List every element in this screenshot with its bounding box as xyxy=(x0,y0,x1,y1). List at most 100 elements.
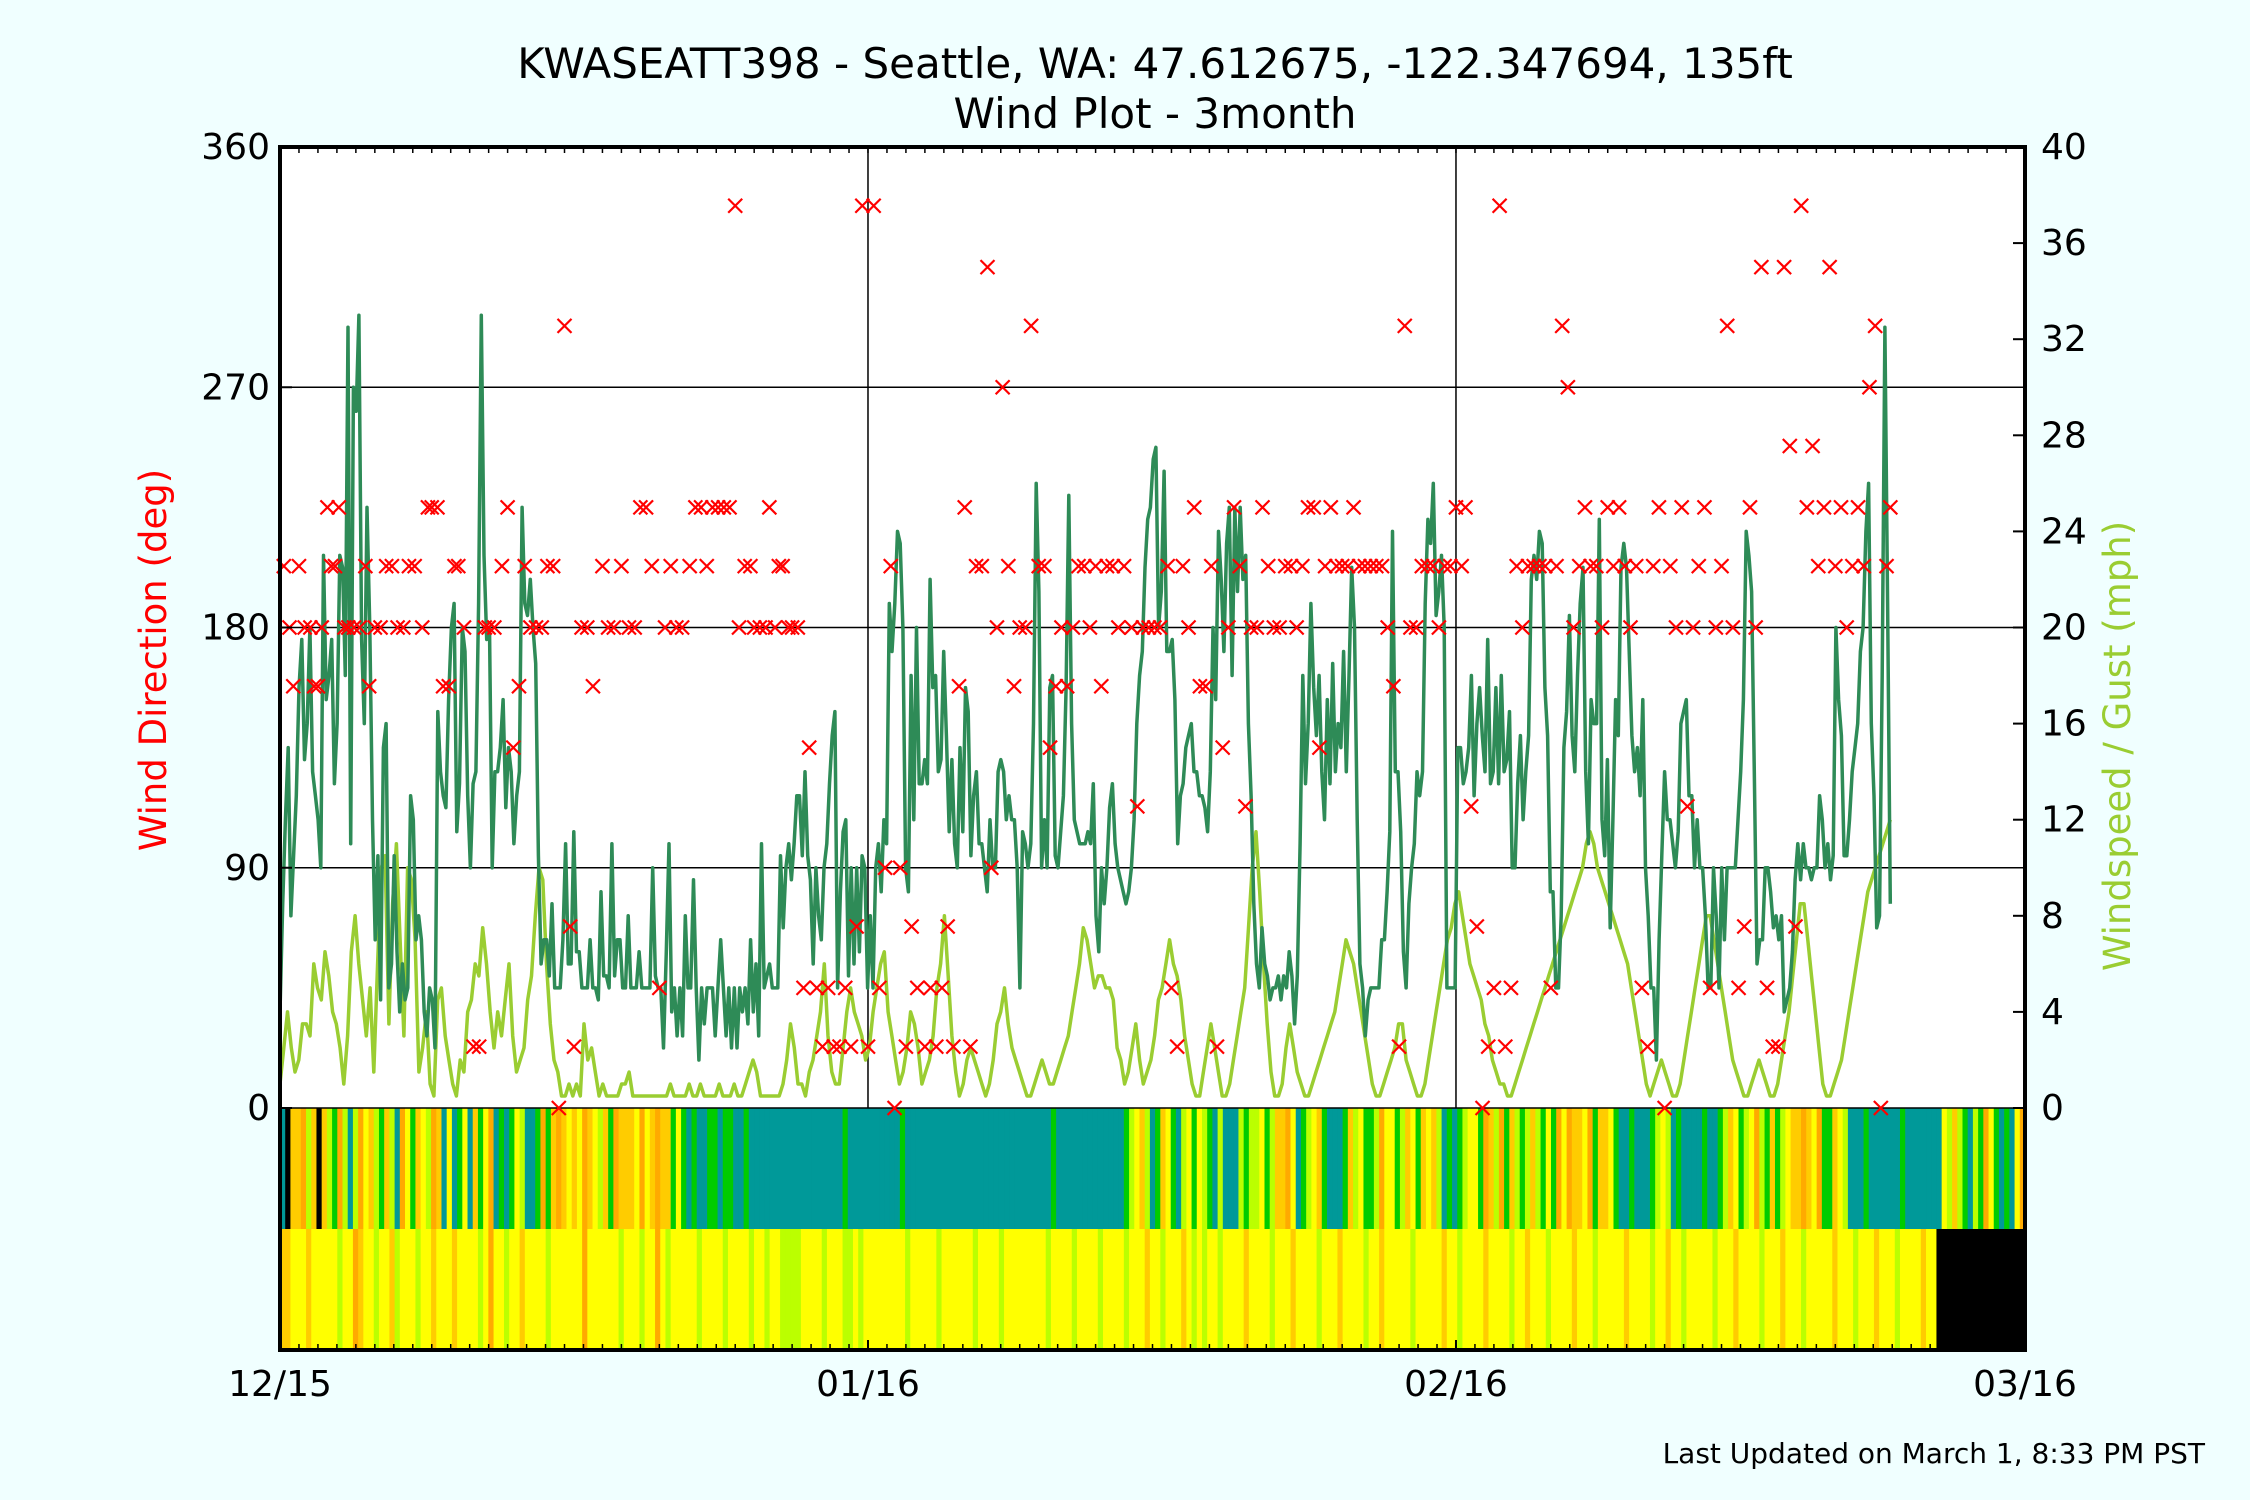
band-cell-bottom xyxy=(806,1229,812,1350)
band-cell-bottom xyxy=(342,1229,349,1350)
band-cell-bottom xyxy=(1108,1229,1115,1350)
band-cell-bottom xyxy=(1347,1229,1354,1350)
band-cell-bottom xyxy=(1290,1229,1297,1350)
direction-marker xyxy=(704,499,721,516)
band-cell-bottom xyxy=(1071,1229,1078,1350)
direction-marker xyxy=(446,558,463,574)
band-cell-top xyxy=(988,1108,995,1229)
direction-marker xyxy=(1480,1038,1496,1055)
band-cell-top xyxy=(1222,1108,1229,1229)
band-cell-bottom xyxy=(618,1229,625,1350)
band-cell-top xyxy=(1712,1108,1719,1229)
band-cell-bottom xyxy=(602,1229,609,1350)
band-cell-bottom xyxy=(931,1229,937,1350)
direction-marker xyxy=(657,619,673,636)
right-tick-label: 36 xyxy=(2041,223,2087,264)
direction-marker xyxy=(1294,558,1311,574)
direction-marker xyxy=(1357,558,1373,574)
band-cell-top xyxy=(660,1108,667,1229)
direction-marker xyxy=(494,558,510,574)
direction-marker xyxy=(1577,499,1593,516)
left-tick-label: 180 xyxy=(201,608,270,649)
band-cell-top xyxy=(1280,1108,1286,1229)
band-cell-bottom xyxy=(707,1229,713,1350)
direction-marker xyxy=(585,678,601,695)
band-cell-top xyxy=(613,1108,620,1229)
band-cell-top xyxy=(978,1108,984,1229)
band-cell-top xyxy=(1769,1108,1776,1229)
band-cell-top xyxy=(1446,1108,1453,1229)
band-cell-top xyxy=(1488,1108,1495,1229)
band-cell-bottom xyxy=(879,1229,885,1350)
band-cell-bottom xyxy=(1504,1229,1510,1350)
band-cell-bottom xyxy=(1681,1229,1688,1350)
band-cell-bottom xyxy=(311,1229,318,1350)
band-cell-bottom xyxy=(1660,1229,1667,1350)
band-cell-top xyxy=(1441,1108,1448,1229)
band-cell-top xyxy=(405,1108,411,1229)
band-cell-top xyxy=(696,1108,703,1229)
band-cell-top xyxy=(1405,1108,1411,1229)
band-cell-top xyxy=(727,1108,734,1229)
band-cell-bottom xyxy=(493,1229,500,1350)
band-cell-top xyxy=(457,1108,463,1229)
direction-marker xyxy=(1491,197,1508,214)
band-cell-top xyxy=(1478,1108,1484,1229)
direction-marker xyxy=(1192,678,1208,695)
band-cell-top xyxy=(931,1108,937,1229)
band-cell-top xyxy=(1082,1108,1088,1229)
direction-marker xyxy=(1146,619,1163,636)
band-cell-bottom xyxy=(644,1229,651,1350)
band-cell-top xyxy=(1879,1108,1885,1229)
band-cell-bottom xyxy=(1181,1229,1187,1350)
footer-updated: Last Updated on March 1, 8:33 PM PST xyxy=(1663,1437,2206,1470)
band-cell-top xyxy=(738,1108,745,1229)
band-cell-top xyxy=(1009,1108,1016,1229)
band-cell-top xyxy=(774,1108,781,1229)
band-cell-top xyxy=(670,1108,677,1229)
band-cell-bottom xyxy=(1910,1229,1917,1350)
band-cell-top xyxy=(1811,1108,1818,1229)
band-cell-bottom xyxy=(1040,1229,1047,1350)
band-cell-top xyxy=(1816,1108,1823,1229)
band-cell-top xyxy=(1899,1108,1906,1229)
band-cell-bottom xyxy=(722,1229,729,1350)
band-cell-top xyxy=(1353,1108,1359,1229)
direction-marker xyxy=(1645,558,1662,574)
band-cell-bottom xyxy=(1306,1229,1312,1350)
band-cell-top xyxy=(842,1108,849,1229)
band-cell-bottom xyxy=(1222,1229,1229,1350)
band-cell-top xyxy=(550,1108,557,1229)
direction-marker xyxy=(1816,499,1832,516)
direction-marker xyxy=(562,918,578,935)
direction-marker xyxy=(934,980,950,996)
band-cell-top xyxy=(1061,1108,1068,1229)
direction-marker xyxy=(1110,619,1127,636)
band-cell-top xyxy=(1030,1108,1036,1229)
direction-marker xyxy=(1059,678,1075,695)
band-cell-top xyxy=(1493,1108,1500,1229)
band-cell-top xyxy=(795,1108,802,1229)
band-cell-bottom xyxy=(1228,1229,1234,1350)
band-cell-top xyxy=(1676,1108,1682,1229)
direction-marker xyxy=(1543,980,1559,996)
direction-marker xyxy=(1159,558,1176,574)
band-cell-bottom xyxy=(1452,1229,1458,1350)
direction-marker xyxy=(1175,558,1191,574)
band-cell-top xyxy=(1415,1108,1422,1229)
band-cell-top xyxy=(1498,1108,1505,1229)
band-cell-top xyxy=(832,1108,838,1229)
direction-marker xyxy=(903,918,920,935)
band-cell-bottom xyxy=(957,1229,963,1350)
band-cell-top xyxy=(675,1108,682,1229)
band-cell-bottom xyxy=(405,1229,411,1350)
band-cell-top xyxy=(1806,1108,1813,1229)
band-cell-top xyxy=(1457,1108,1464,1229)
band-cell-bottom xyxy=(1186,1229,1193,1350)
band-cell-bottom xyxy=(472,1229,479,1350)
direction-marker xyxy=(945,1038,962,1055)
right-tick-label: 16 xyxy=(2041,704,2087,745)
band-cell-bottom xyxy=(998,1229,1005,1350)
band-cell-top xyxy=(899,1108,906,1229)
right-tick-label: 0 xyxy=(2041,1088,2064,1129)
